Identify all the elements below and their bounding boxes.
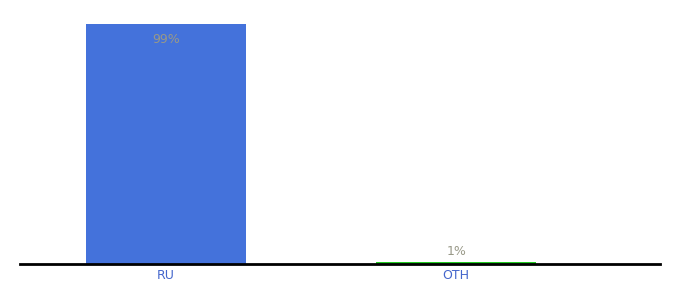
- Text: 99%: 99%: [152, 33, 180, 46]
- Text: 1%: 1%: [446, 245, 466, 258]
- Bar: [86, 24, 245, 264]
- Bar: [376, 262, 536, 264]
